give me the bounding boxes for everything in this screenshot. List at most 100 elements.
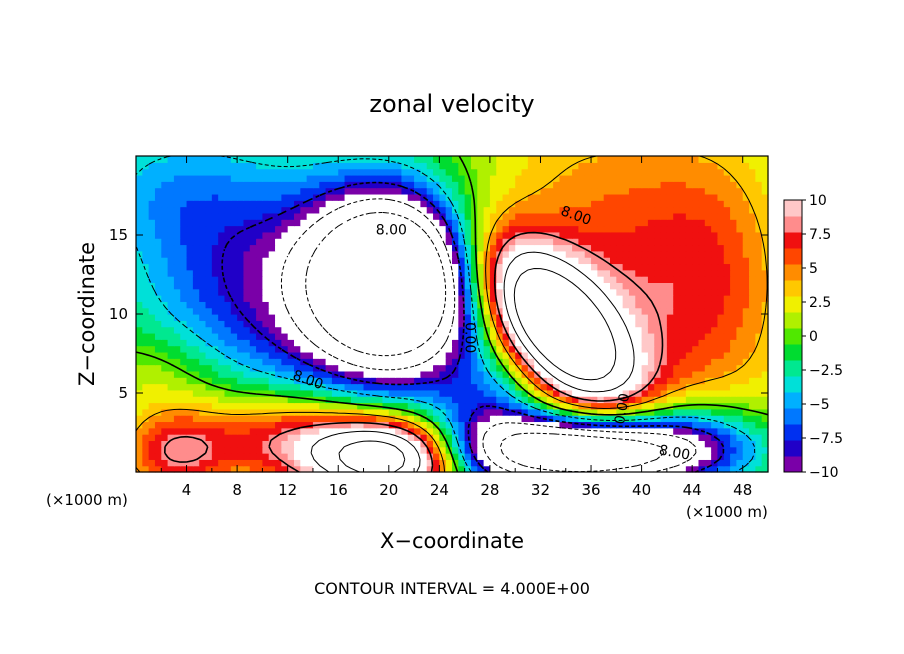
heatmap-cell [489, 295, 497, 302]
heatmap-cell [294, 396, 301, 404]
heatmap-cell [136, 181, 143, 189]
heatmap-cell [666, 351, 674, 359]
heatmap-cell [192, 396, 200, 404]
heatmap-cell [331, 231, 339, 239]
heatmap-cell [420, 421, 428, 429]
heatmap-cell [704, 440, 712, 448]
heatmap-cell [382, 301, 390, 309]
heatmap-cell [749, 389, 756, 397]
heatmap-cell [464, 257, 472, 265]
heatmap-cell [167, 282, 175, 290]
heatmap-cell [616, 364, 624, 372]
heatmap-cell [249, 257, 257, 265]
heatmap-cell [433, 282, 440, 290]
heatmap-cell [572, 446, 579, 454]
heatmap-cell [477, 370, 485, 378]
heatmap-cell [148, 193, 156, 201]
heatmap-cell [199, 453, 207, 460]
heatmap-cell [603, 421, 611, 429]
heatmap-cell [502, 465, 510, 473]
heatmap-cell [458, 358, 466, 366]
heatmap-cell [218, 358, 226, 366]
heatmap-cell [300, 427, 308, 435]
heatmap-cell [401, 459, 409, 467]
heatmap-cell [717, 351, 725, 359]
heatmap-cell [148, 421, 156, 429]
heatmap-cell [249, 206, 257, 214]
heatmap-cell [685, 358, 693, 366]
heatmap-cell [559, 282, 567, 290]
heatmap-cell [199, 219, 207, 227]
heatmap-cell [167, 212, 175, 220]
heatmap-cell [660, 200, 668, 208]
heatmap-cell [192, 427, 200, 435]
heatmap-cell [622, 212, 630, 220]
heatmap-cell [616, 440, 624, 448]
heatmap-cell [256, 301, 263, 309]
heatmap-cell [237, 282, 245, 290]
heatmap-cell [186, 351, 194, 359]
heatmap-cell [433, 396, 440, 404]
heatmap-cell [199, 465, 207, 473]
heatmap-cell [730, 332, 737, 340]
heatmap-cell [641, 358, 649, 366]
heatmap-cell [673, 383, 681, 391]
heatmap-cell [717, 276, 725, 283]
heatmap-cell [148, 351, 156, 359]
heatmap-cell [635, 345, 643, 353]
heatmap-cell [319, 339, 327, 347]
heatmap-cell [508, 187, 516, 195]
heatmap-cell [401, 250, 409, 258]
heatmap-cell [439, 453, 447, 460]
heatmap-cell [426, 156, 434, 163]
heatmap-cell [287, 168, 295, 176]
heatmap-cell [477, 446, 485, 454]
heatmap-cell [281, 200, 289, 208]
heatmap-cell [616, 244, 624, 252]
heatmap-cell [433, 465, 440, 473]
heatmap-cell [749, 377, 756, 385]
heatmap-cell [666, 282, 674, 290]
heatmap-cell [470, 396, 478, 404]
heatmap-cell [666, 383, 674, 391]
heatmap-cell [628, 326, 636, 334]
heatmap-cell [300, 244, 308, 252]
heatmap-cell [749, 408, 756, 416]
heatmap-cell [565, 212, 573, 220]
heatmap-cell [376, 415, 384, 423]
heatmap-cell [452, 339, 459, 347]
heatmap-cell [180, 320, 188, 328]
heatmap-cell [331, 181, 339, 189]
heatmap-cell [401, 339, 409, 347]
heatmap-cell [192, 200, 200, 208]
heatmap-cell [325, 307, 333, 315]
heatmap-cell [180, 269, 188, 277]
heatmap-cell [363, 263, 371, 271]
heatmap-cell [584, 339, 592, 347]
heatmap-cell [211, 339, 219, 347]
heatmap-cell [597, 377, 605, 385]
heatmap-cell [331, 162, 339, 170]
heatmap-cell [161, 370, 169, 378]
heatmap-cell [218, 212, 226, 220]
heatmap-cell [338, 257, 346, 265]
heatmap-cell [723, 187, 731, 195]
heatmap-cell [357, 326, 365, 334]
heatmap-cell [205, 206, 213, 214]
heatmap-cell [136, 307, 143, 315]
heatmap-cell [698, 364, 706, 372]
heatmap-cell [363, 225, 371, 233]
heatmap-cell [344, 446, 352, 454]
heatmap-cell [205, 377, 213, 385]
heatmap-cell [268, 364, 276, 372]
heatmap-cell [275, 244, 282, 252]
heatmap-cell [142, 206, 150, 214]
heatmap-cell [698, 257, 706, 265]
heatmap-cell [742, 446, 750, 454]
heatmap-cell [483, 206, 491, 214]
heatmap-cell [154, 351, 162, 359]
heatmap-cell [723, 307, 731, 315]
heatmap-cell [167, 465, 175, 473]
heatmap-cell [287, 174, 295, 182]
heatmap-cell [275, 212, 282, 220]
